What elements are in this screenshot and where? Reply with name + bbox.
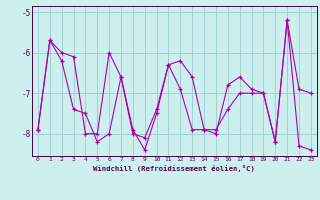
X-axis label: Windchill (Refroidissement éolien,°C): Windchill (Refroidissement éolien,°C) [93, 165, 255, 172]
